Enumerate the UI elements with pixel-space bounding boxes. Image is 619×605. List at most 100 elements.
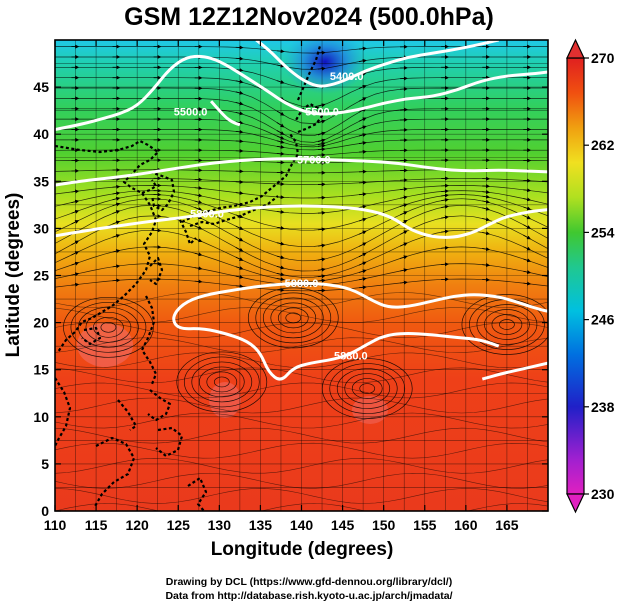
flow-arrow: [358, 230, 367, 235]
cyclonic-eddy-ring: [70, 301, 147, 353]
height-contour-5400: [255, 40, 500, 88]
colorbar-top-arrow: [566, 38, 585, 59]
flow-arrow: [317, 278, 326, 283]
y-axis-title: Latitude (degrees): [3, 193, 24, 358]
flow-arrow: [317, 274, 326, 279]
y-tick-label: 25: [33, 268, 49, 284]
flow-arrow: [194, 279, 203, 284]
plot-area: 5400.0 5500.0 5500.0 5700.0 5800.0 5880.0 5880…: [55, 40, 548, 511]
contour-label: 5500.0: [174, 107, 208, 119]
flow-arrow: [441, 204, 449, 209]
flow-arrow: [523, 281, 532, 286]
cyclonic-eddy-ring: [198, 366, 245, 398]
flow-arrow: [358, 46, 367, 51]
colorbar-tick-label: 262: [591, 137, 615, 153]
flow-arrow: [235, 101, 244, 106]
colorbar-ticks: 230 238 246 254 262 270: [584, 50, 615, 502]
streamline: [55, 263, 548, 286]
flow-arrow: [399, 242, 408, 247]
x-tick-label: 145: [331, 517, 355, 533]
flow-arrow: [317, 257, 326, 262]
coastline-shandong: [141, 179, 158, 195]
flow-arrow: [358, 192, 367, 197]
x-tick-label: 130: [208, 517, 232, 533]
flow-arrow: [523, 206, 532, 211]
cyclonic-eddy-ring: [191, 361, 253, 403]
streamline: [55, 278, 548, 292]
cyclonic-eddy-ring: [100, 321, 117, 333]
cyclonic-eddy-ring: [344, 373, 391, 404]
flow-arrow: [235, 111, 244, 116]
flow-arrow: [317, 267, 326, 272]
coastline-kyushu: [179, 219, 197, 246]
flow-arrow: [71, 199, 80, 204]
flow-arrow: [399, 255, 408, 260]
streamline: [55, 215, 548, 272]
x-tick-label: 125: [167, 517, 191, 533]
streamline: [55, 108, 548, 143]
y-tick-label: 5: [41, 456, 49, 472]
flow-arrow: [441, 193, 449, 198]
flow-arrow: [399, 230, 408, 235]
flow-arrow: [358, 97, 367, 102]
cyclonic-eddy-ring: [63, 296, 154, 358]
graticule: [55, 40, 548, 511]
flow-arrow: [482, 263, 491, 268]
flow-arrow: [235, 256, 244, 261]
flow-arrow: [112, 184, 121, 189]
flow-arrow: [317, 227, 326, 232]
flow-arrow: [317, 66, 326, 71]
flow-arrow: [276, 80, 285, 84]
flow-arrow: [441, 229, 449, 234]
anticyclonic-eddy-ring: [476, 304, 538, 345]
streamline: [55, 488, 548, 504]
flow-arrow: [317, 141, 326, 146]
streamline: [55, 246, 548, 282]
cyclonic-eddy-ring: [206, 371, 238, 393]
flow-arrow: [112, 196, 121, 201]
flow-arrow: [112, 249, 121, 254]
colorbar-tick-label: 254: [591, 224, 615, 240]
flow-arrow: [276, 241, 285, 246]
contour-label: 5700.0: [297, 155, 331, 167]
flow-arrow: [482, 231, 491, 236]
coastline-palawan: [117, 399, 138, 431]
anticyclonic-eddy-ring: [262, 297, 324, 339]
anticyclonic-eddy-ring: [285, 312, 302, 324]
flow-arrow: [400, 187, 408, 192]
flow-arrow: [194, 193, 203, 198]
streamline: [55, 322, 548, 338]
flow-arrow: [235, 236, 244, 242]
flow-arrow: [71, 272, 80, 277]
flow-arrow: [400, 280, 408, 285]
height-contour-5800: [55, 204, 548, 239]
streamline: [55, 204, 548, 262]
colorbar: 230 238 246 254 262 270: [566, 38, 615, 514]
flow-arrow: [317, 147, 326, 152]
flow-arrow: [523, 197, 532, 202]
coastline-taiwan: [149, 256, 164, 286]
contour-label: 5800.0: [190, 208, 224, 220]
streamline: [55, 56, 548, 70]
flow-arrow: [317, 103, 326, 108]
coastline-japan: [181, 133, 300, 223]
streamline: [55, 177, 548, 185]
flow-arrow: [71, 240, 80, 246]
y-tick-label: 20: [33, 315, 49, 331]
flow-arrow: [235, 129, 244, 134]
flow-arrow: [276, 225, 285, 230]
x-axis-title: Longitude (degrees): [211, 539, 394, 560]
flow-arrow: [71, 251, 80, 256]
flow-arrow: [194, 207, 203, 211]
flow-arrow: [317, 131, 326, 136]
x-tick-label: 120: [125, 517, 149, 533]
cyclonic-eddy-ring: [336, 368, 398, 409]
coastlines: [55, 45, 324, 511]
y-tick-label: 15: [33, 362, 49, 378]
streamline: [55, 149, 548, 156]
flow-arrow: [235, 247, 244, 252]
flow-arrow: [276, 135, 285, 140]
streamline: [55, 427, 548, 444]
streamline: [55, 352, 548, 369]
